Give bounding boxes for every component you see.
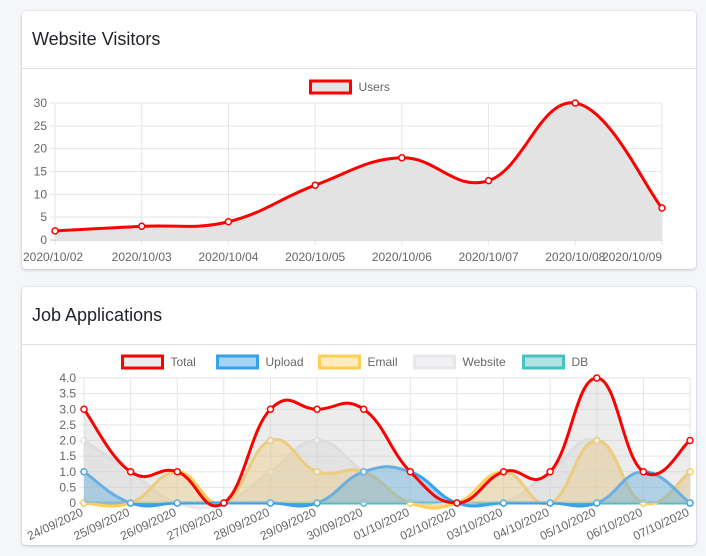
data-point-total: [639, 468, 648, 476]
series-area-upload: [84, 466, 690, 507]
y-tick-label: 0: [40, 233, 47, 247]
x-tick-label: 2020/10/08: [545, 250, 605, 264]
data-point-upload: [359, 468, 368, 476]
legend-swatch-db: [522, 354, 565, 370]
x-tick-label: 2020/10/02: [23, 250, 83, 264]
data-point-total: [359, 405, 368, 413]
y-tick-label: 20: [34, 142, 48, 156]
y-tick-label: 3.5: [59, 387, 76, 401]
data-point-email: [80, 499, 88, 507]
legend-label-website: Website: [463, 355, 506, 369]
data-point-users: [658, 204, 666, 212]
data-point-db: [359, 499, 368, 507]
y-tick-label: 2.0: [59, 434, 76, 448]
data-point-email: [686, 468, 694, 476]
card-header: Job Applications: [22, 287, 696, 345]
data-point-users: [398, 154, 406, 162]
data-point-website: [266, 468, 275, 476]
data-point-email: [313, 468, 321, 476]
data-point-total: [80, 405, 88, 413]
data-point-upload: [80, 468, 88, 476]
legend-swatch-users: [309, 79, 352, 95]
job-applications-chart: 00.51.01.52.02.53.03.54.024/09/202025/09…: [25, 354, 694, 543]
data-point-upload: [593, 499, 601, 507]
data-point-upload: [266, 499, 275, 507]
data-point-users: [137, 222, 146, 231]
data-point-website: [80, 436, 88, 445]
legend-swatch-upload: [216, 354, 259, 370]
y-tick-label: 25: [34, 119, 48, 133]
legend-swatch-email: [318, 354, 361, 370]
x-tick-label: 2020/10/06: [372, 250, 432, 264]
y-tick-label: 10: [34, 187, 48, 201]
data-point-upload: [173, 499, 181, 507]
data-point-total: [220, 499, 228, 507]
data-point-total: [686, 436, 694, 445]
data-point-total: [266, 405, 275, 413]
data-point-upload: [126, 499, 135, 507]
legend-label-total: Total: [171, 355, 196, 369]
legend-label-email: Email: [368, 355, 398, 369]
data-point-total: [593, 374, 601, 382]
series-area-total: [84, 378, 690, 506]
data-point-total: [453, 499, 461, 507]
card-header: Website Visitors: [22, 11, 696, 69]
website-visitors-chart: 0 5 10 15 20 25 30 2020/10/02 2020/10/03 2020/10/…: [23, 79, 666, 264]
data-point-users: [571, 99, 580, 107]
y-tick-label: 0: [69, 496, 76, 510]
x-tick-label: 2020/10/07: [459, 250, 519, 264]
card-title: Job Applications: [32, 305, 163, 325]
x-tick-label: 2020/10/05: [285, 250, 345, 264]
data-point-email: [406, 499, 415, 507]
legend-label-upload: Upload: [266, 355, 304, 369]
card-title: Website Visitors: [32, 29, 161, 49]
data-point-users: [51, 227, 59, 235]
data-point-email: [639, 499, 648, 507]
y-tick-label: 30: [34, 96, 48, 110]
data-point-upload: [686, 499, 694, 507]
data-point-upload: [313, 499, 321, 507]
y-tick-label: 3.0: [59, 402, 76, 416]
series-area-website: [84, 439, 690, 509]
y-tick-label: 2.5: [59, 418, 76, 432]
series-area-users: [55, 102, 662, 241]
data-point-email: [593, 436, 601, 445]
y-tick-label: 0.5: [59, 480, 76, 494]
data-point-total: [313, 405, 321, 413]
x-tick-label: 2020/10/09: [602, 250, 662, 264]
data-point-users: [224, 217, 233, 226]
data-point-total: [499, 468, 508, 476]
legend-swatch-total: [121, 354, 164, 370]
legend-label-db: DB: [572, 355, 589, 369]
y-tick-label: 1.5: [59, 449, 76, 463]
data-point-total: [406, 468, 415, 476]
x-tick-label: 2020/10/04: [198, 250, 258, 264]
data-point-total: [546, 468, 554, 476]
data-point-users: [484, 176, 493, 185]
x-tick-label: 2020/10/03: [112, 250, 172, 264]
y-tick-label: 4.0: [59, 371, 76, 385]
legend-swatch-website: [413, 354, 456, 370]
data-point-users: [311, 181, 319, 189]
data-point-total: [126, 468, 135, 476]
data-point-website: [313, 436, 321, 445]
data-point-upload: [499, 499, 508, 507]
series-area-email: [84, 439, 690, 509]
legend-label-users: Users: [359, 80, 390, 94]
data-point-total: [173, 468, 181, 476]
data-point-email: [266, 436, 275, 445]
data-point-upload: [546, 499, 554, 507]
y-tick-label: 1.0: [59, 465, 76, 479]
y-tick-label: 5: [40, 210, 47, 224]
y-tick-label: 15: [34, 165, 48, 179]
